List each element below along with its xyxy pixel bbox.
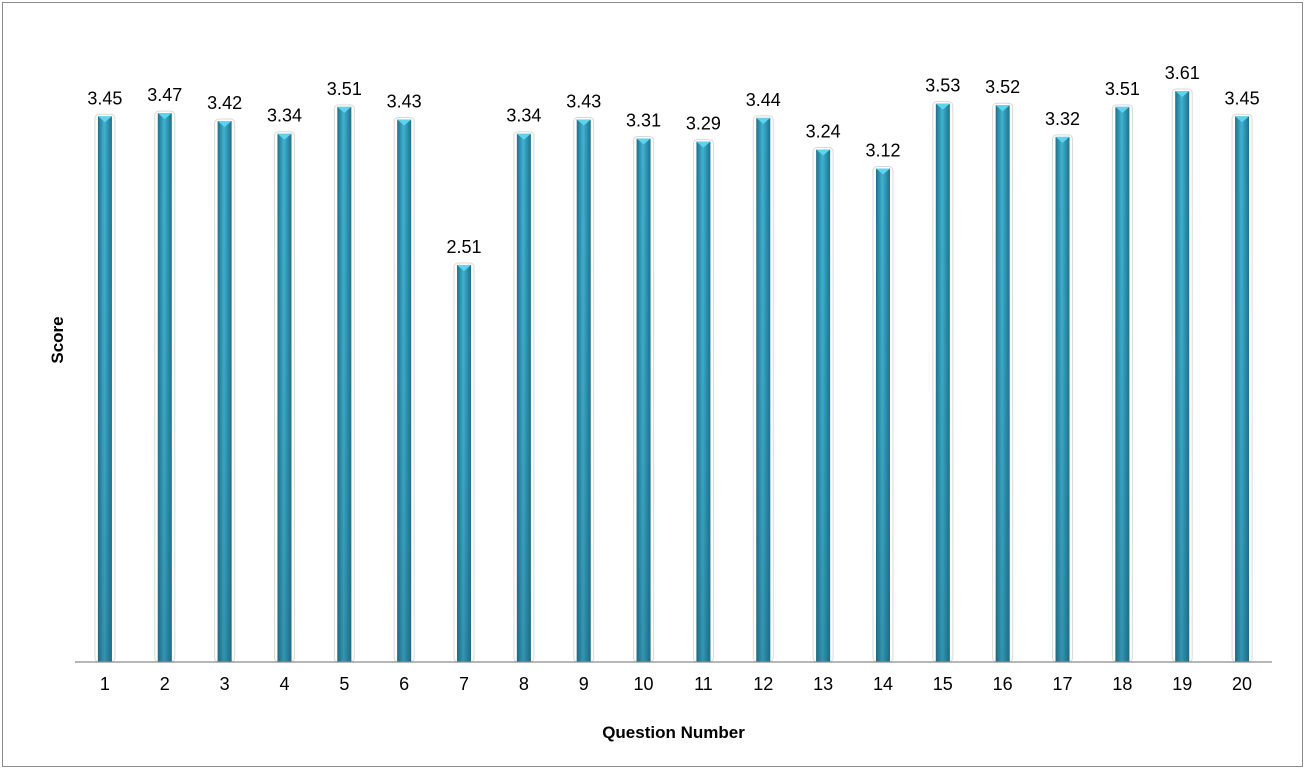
- bar-shade-q16: [995, 105, 1010, 662]
- bar-shade-q10: [636, 138, 651, 662]
- bar-cap-q13: [816, 149, 831, 156]
- bar-cap-q16: [995, 105, 1010, 112]
- x-tick-labels: 1 2 3 4 5 6 7 8 9 10 11 12 13 14 15 16 17 18 19 20: [100, 674, 1252, 694]
- x-tick-label-17: 17: [1053, 674, 1073, 694]
- bar-shade-q15: [935, 103, 950, 662]
- data-label-q5: 3.51: [327, 79, 362, 99]
- data-label-q15: 3.53: [925, 76, 960, 96]
- bar-shade-q12: [756, 117, 771, 662]
- x-tick-label-11: 11: [694, 674, 713, 694]
- bar-cap-q14: [875, 168, 890, 175]
- x-tick-label-7: 7: [459, 674, 469, 694]
- bar-shade-q1: [97, 116, 112, 662]
- data-label-q7: 2.51: [447, 237, 482, 257]
- bar-cap-q3: [217, 121, 232, 128]
- x-tick-label-19: 19: [1172, 674, 1192, 694]
- x-tick-label-12: 12: [753, 674, 773, 694]
- x-tick-label-9: 9: [579, 674, 589, 694]
- bar-shade-q2: [157, 113, 172, 662]
- bar-cap-q9: [576, 119, 591, 126]
- data-label-q19: 3.61: [1165, 63, 1200, 83]
- data-label-q13: 3.24: [806, 122, 841, 142]
- bar-shade-q19: [1175, 91, 1190, 662]
- bar-shade-q18: [1115, 106, 1130, 662]
- bar-cap-q17: [1055, 136, 1070, 143]
- x-axis-title: Question Number: [602, 723, 745, 742]
- x-tick-label-3: 3: [220, 674, 230, 694]
- data-label-q10: 3.31: [626, 110, 661, 130]
- x-tick-label-15: 15: [933, 674, 953, 694]
- data-label-q18: 3.51: [1105, 79, 1140, 99]
- bar-cap-q7: [457, 264, 472, 271]
- bar-cap-q6: [397, 119, 412, 126]
- bar-cap-q10: [636, 138, 651, 145]
- bar-cap-q1: [97, 116, 112, 123]
- x-tick-label-16: 16: [993, 674, 1013, 694]
- data-label-q3: 3.42: [207, 93, 242, 113]
- data-label-q20: 3.45: [1225, 88, 1260, 108]
- x-tick-label-6: 6: [399, 674, 409, 694]
- data-label-q11: 3.29: [686, 114, 721, 134]
- data-label-q8: 3.34: [506, 106, 541, 126]
- data-label-q9: 3.43: [566, 91, 601, 111]
- x-tick-label-5: 5: [339, 674, 349, 694]
- y-axis-title: Score: [48, 316, 67, 363]
- x-tick-label-18: 18: [1112, 674, 1132, 694]
- bar-cap-q2: [157, 113, 172, 120]
- bar-cap-q12: [756, 117, 771, 124]
- data-label-q4: 3.34: [267, 106, 302, 126]
- bar-shade-q4: [277, 133, 292, 663]
- bar-shade-q14: [875, 168, 890, 662]
- x-tick-label-8: 8: [519, 674, 529, 694]
- bar-cap-q18: [1115, 106, 1130, 113]
- x-tick-label-2: 2: [160, 674, 170, 694]
- bar-cap-q4: [277, 133, 292, 140]
- x-tick-label-10: 10: [634, 674, 654, 694]
- x-tick-label-13: 13: [813, 674, 833, 694]
- bar-shade-q9: [576, 119, 591, 662]
- bar-shade-q8: [516, 133, 531, 663]
- bar-shade-q6: [397, 119, 412, 662]
- x-tick-label-4: 4: [279, 674, 289, 694]
- x-tick-label-20: 20: [1232, 674, 1252, 694]
- data-label-q1: 3.45: [87, 88, 122, 108]
- bar-shade-q11: [696, 141, 711, 662]
- bar-cap-q15: [935, 103, 950, 110]
- data-label-q12: 3.44: [746, 90, 781, 110]
- data-label-q17: 3.32: [1045, 109, 1080, 129]
- bar-cap-q11: [696, 141, 711, 148]
- bar-cap-q8: [516, 133, 531, 140]
- bars-group: [94, 88, 1253, 663]
- data-label-q2: 3.47: [147, 85, 182, 105]
- bar-shade-q3: [217, 121, 232, 663]
- bar-cap-q20: [1235, 116, 1250, 123]
- bar-shade-q20: [1235, 116, 1250, 662]
- x-tick-label-1: 1: [100, 674, 110, 694]
- bar-shade-q5: [337, 106, 352, 662]
- bar-shade-q17: [1055, 136, 1070, 662]
- bar-shade-q13: [816, 149, 831, 662]
- data-labels: 3.45 3.47 3.42 3.34 3.51 3.43 2.51 3.34 3.43 3.31…: [87, 63, 1259, 257]
- bar-cap-q19: [1175, 91, 1190, 97]
- data-label-q16: 3.52: [985, 77, 1020, 97]
- x-tick-label-14: 14: [873, 674, 893, 694]
- bar-shade-q7: [457, 264, 472, 662]
- data-label-q14: 3.12: [865, 141, 900, 161]
- data-label-q6: 3.43: [387, 91, 422, 111]
- bar-cap-q5: [337, 106, 352, 113]
